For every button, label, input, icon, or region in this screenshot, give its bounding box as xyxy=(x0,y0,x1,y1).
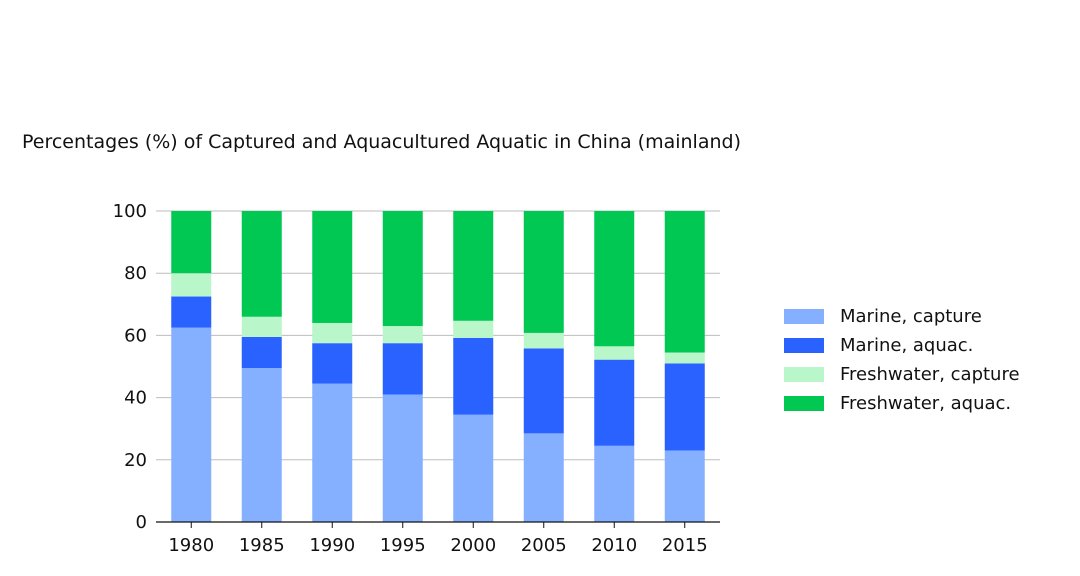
bar-1985-freshwater-aquac xyxy=(241,211,282,317)
legend-label: Marine, capture xyxy=(840,306,982,327)
bar-1990-freshwater-aquac xyxy=(312,211,353,323)
legend-label: Marine, aquac. xyxy=(840,335,974,356)
bar-2010-freshwater-capture xyxy=(594,346,635,360)
bar-1990-marine-capture xyxy=(312,383,353,522)
chart-title: Percentages (%) of Captured and Aquacult… xyxy=(22,131,741,153)
bar-1985-marine-capture xyxy=(241,368,282,522)
legend-label: Freshwater, aquac. xyxy=(840,393,1012,414)
bar-2000-freshwater-aquac xyxy=(453,211,494,321)
bar-2005-freshwater-capture xyxy=(523,332,564,349)
legend-item: Freshwater, aquac. xyxy=(784,389,1020,418)
bar-1990-freshwater-capture xyxy=(312,322,353,344)
legend-item: Marine, capture xyxy=(784,302,1020,331)
x-tick-label: 2005 xyxy=(521,535,567,556)
legend-swatch xyxy=(784,309,824,324)
bar-1985-marine-aquac xyxy=(241,336,282,369)
bar-2010-marine-aquac xyxy=(594,359,635,446)
x-tick-label: 2010 xyxy=(591,535,637,556)
bar-2015-freshwater-aquac xyxy=(664,211,705,353)
bar-1980-freshwater-aquac xyxy=(171,211,212,274)
bar-2005-marine-capture xyxy=(523,433,564,522)
legend: Marine, capture Marine, aquac. Freshwater,… xyxy=(784,302,1020,418)
bar-1980-marine-aquac xyxy=(171,296,212,328)
y-tick-label: 40 xyxy=(124,388,147,409)
bar-1995-freshwater-capture xyxy=(382,326,423,344)
bar-2010-marine-capture xyxy=(594,445,635,522)
bar-1985-freshwater-capture xyxy=(241,316,282,337)
y-tick-label: 100 xyxy=(113,201,147,222)
bar-2000-marine-capture xyxy=(453,414,494,522)
legend-label: Freshwater, capture xyxy=(840,364,1020,385)
legend-swatch xyxy=(784,367,824,382)
bar-2005-freshwater-aquac xyxy=(523,211,564,333)
bar-2015-marine-capture xyxy=(664,450,705,522)
bar-1995-freshwater-aquac xyxy=(382,211,423,327)
y-tick-label: 60 xyxy=(124,325,147,346)
x-tick-label: 2015 xyxy=(662,535,708,556)
bar-1980-freshwater-capture xyxy=(171,273,212,297)
x-tick-label: 1985 xyxy=(239,535,285,556)
bar-1995-marine-capture xyxy=(382,394,423,522)
bar-1995-marine-aquac xyxy=(382,343,423,395)
legend-swatch xyxy=(784,396,824,411)
bar-1990-marine-aquac xyxy=(312,343,353,384)
bar-2000-marine-aquac xyxy=(453,337,494,415)
bar-2000-freshwater-capture xyxy=(453,320,494,338)
legend-item: Freshwater, capture xyxy=(784,360,1020,389)
x-tick-label: 1995 xyxy=(380,535,426,556)
y-tick-label: 0 xyxy=(136,512,147,533)
y-tick-label: 80 xyxy=(124,263,147,284)
y-tick-label: 20 xyxy=(124,450,147,471)
bar-2015-freshwater-capture xyxy=(664,352,705,364)
x-tick-label: 1980 xyxy=(168,535,214,556)
x-tick-label: 1990 xyxy=(309,535,355,556)
legend-item: Marine, aquac. xyxy=(784,331,1020,360)
bar-2015-marine-aquac xyxy=(664,363,705,451)
bar-2005-marine-aquac xyxy=(523,348,564,434)
bar-1980-marine-capture xyxy=(171,327,212,522)
legend-swatch xyxy=(784,338,824,353)
bar-2010-freshwater-aquac xyxy=(594,211,635,347)
x-tick-label: 2000 xyxy=(450,535,496,556)
